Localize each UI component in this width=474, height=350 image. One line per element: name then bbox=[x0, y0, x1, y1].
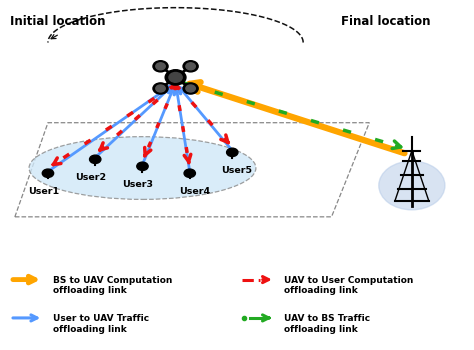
Circle shape bbox=[156, 63, 165, 70]
Circle shape bbox=[227, 148, 238, 156]
Text: UAV to User Computation
offloading link: UAV to User Computation offloading link bbox=[284, 276, 414, 295]
Circle shape bbox=[153, 61, 168, 72]
Text: User2: User2 bbox=[75, 173, 106, 182]
Text: User1: User1 bbox=[27, 187, 59, 196]
Text: BS to UAV Computation
offloading link: BS to UAV Computation offloading link bbox=[53, 276, 172, 295]
Circle shape bbox=[186, 63, 195, 70]
Circle shape bbox=[184, 169, 195, 177]
Circle shape bbox=[183, 61, 198, 72]
Text: User4: User4 bbox=[179, 187, 210, 196]
Circle shape bbox=[165, 70, 186, 85]
Circle shape bbox=[379, 161, 445, 210]
Circle shape bbox=[153, 83, 168, 94]
Text: UAV to BS Traffic
offloading link: UAV to BS Traffic offloading link bbox=[284, 314, 370, 334]
Circle shape bbox=[156, 85, 165, 92]
Text: Final location: Final location bbox=[341, 15, 430, 28]
Text: User5: User5 bbox=[221, 166, 253, 175]
Text: User3: User3 bbox=[122, 180, 153, 189]
Circle shape bbox=[137, 162, 148, 170]
Circle shape bbox=[186, 85, 195, 92]
Text: User to UAV Traffic
offloading link: User to UAV Traffic offloading link bbox=[53, 314, 149, 334]
Ellipse shape bbox=[29, 136, 256, 199]
Text: Initial location: Initial location bbox=[10, 15, 106, 28]
Circle shape bbox=[42, 169, 54, 177]
Circle shape bbox=[169, 72, 182, 82]
Circle shape bbox=[183, 83, 198, 94]
Circle shape bbox=[90, 155, 101, 163]
